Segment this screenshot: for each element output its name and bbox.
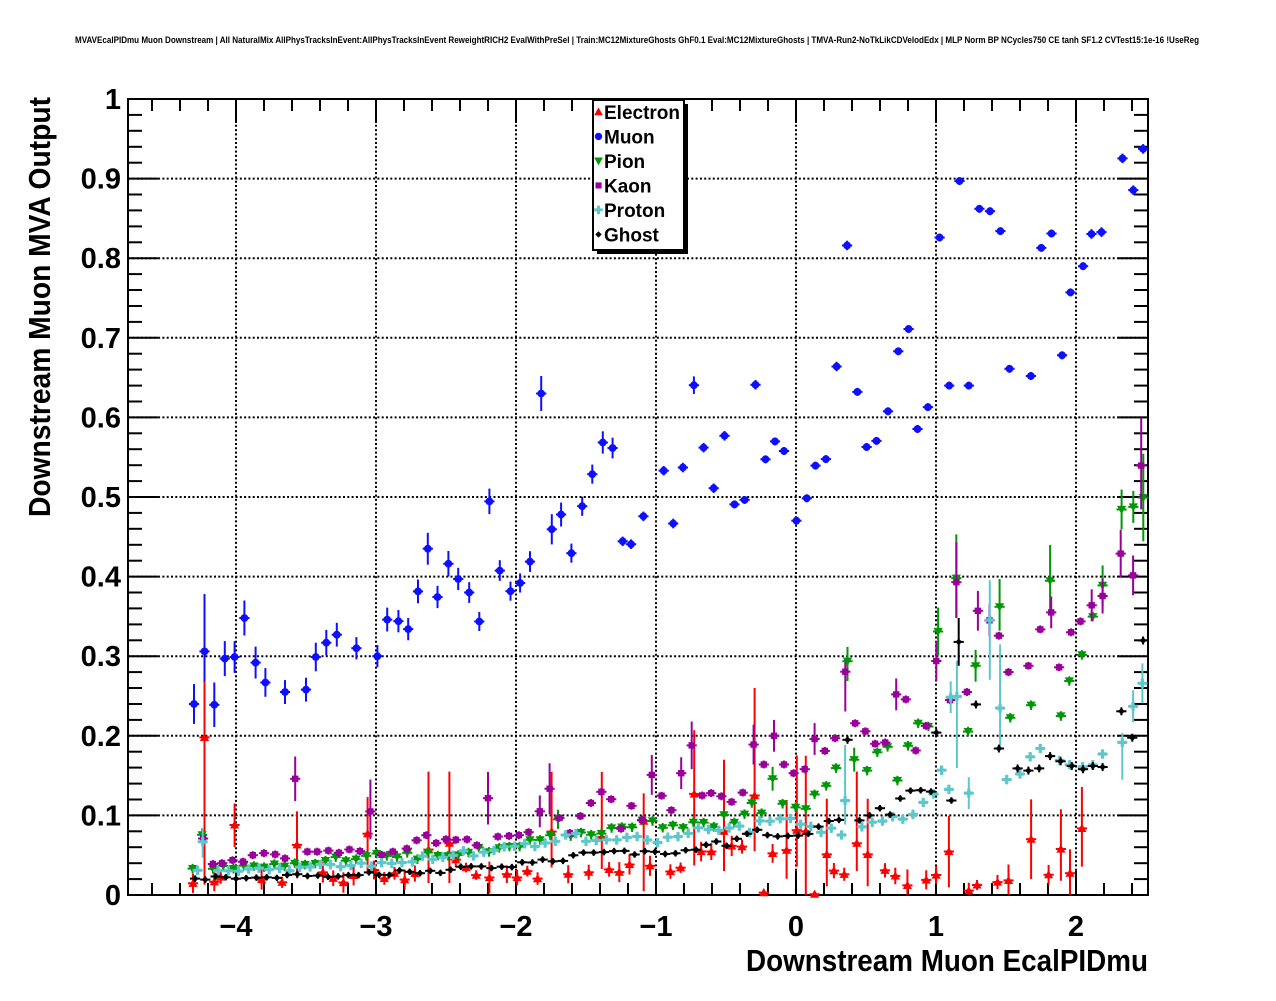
svg-text:Muon: Muon: [604, 127, 655, 148]
svg-text:Ghost: Ghost: [604, 225, 660, 246]
svg-text:−3: −3: [359, 911, 392, 943]
svg-text:0.9: 0.9: [81, 164, 121, 196]
svg-text:1: 1: [105, 84, 121, 116]
svg-text:Electron: Electron: [604, 103, 680, 124]
svg-text:Downstream Muon EcalPIDmu: Downstream Muon EcalPIDmu: [746, 943, 1148, 978]
svg-text:1: 1: [928, 911, 944, 943]
svg-text:2: 2: [1068, 911, 1084, 943]
svg-text:0.1: 0.1: [81, 800, 121, 832]
svg-text:0: 0: [788, 911, 804, 943]
svg-text:0.7: 0.7: [81, 323, 121, 355]
svg-text:−1: −1: [639, 911, 672, 943]
svg-text:Downstream Muon MVA Output: Downstream Muon MVA Output: [22, 97, 57, 517]
svg-text:0.8: 0.8: [81, 243, 121, 275]
svg-text:MVAVEcalPIDmu Muon Downstream: MVAVEcalPIDmu Muon Downstream | All Natu…: [75, 35, 1199, 45]
svg-text:Pion: Pion: [604, 152, 645, 173]
svg-text:0.4: 0.4: [81, 562, 121, 594]
svg-text:−2: −2: [499, 911, 532, 943]
svg-text:0: 0: [105, 880, 121, 912]
svg-text:0.5: 0.5: [81, 482, 121, 514]
svg-text:0.6: 0.6: [81, 402, 121, 434]
svg-text:−4: −4: [219, 911, 252, 943]
svg-text:Kaon: Kaon: [604, 176, 652, 197]
svg-text:0.2: 0.2: [81, 721, 121, 753]
svg-text:0.3: 0.3: [81, 641, 121, 673]
svg-text:Proton: Proton: [604, 201, 665, 222]
